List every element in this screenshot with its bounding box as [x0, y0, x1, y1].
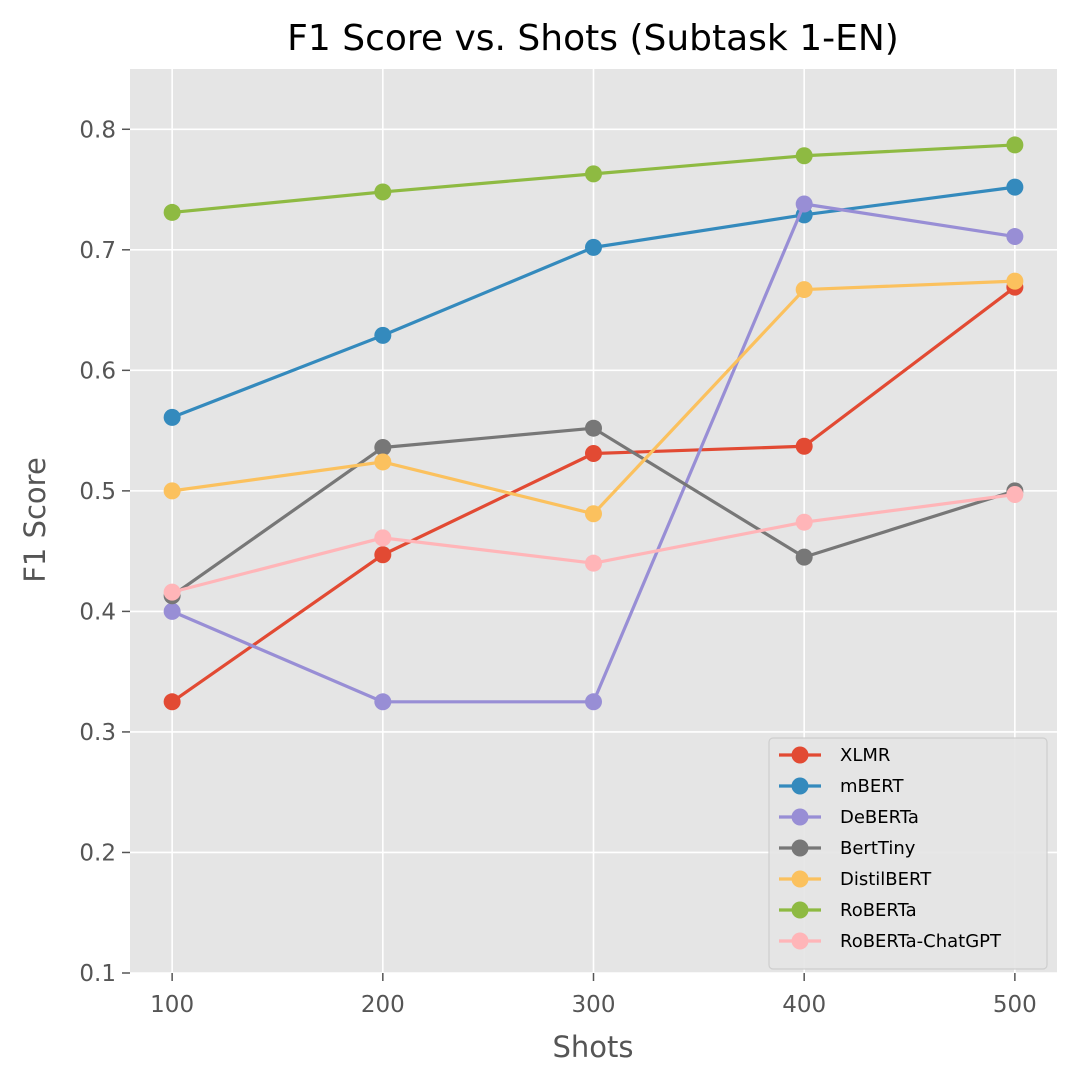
legend-label: RoBERTa-ChatGPT: [840, 931, 1002, 952]
x-tick-label: 500: [993, 992, 1037, 1018]
data-point: [795, 195, 813, 213]
legend-marker: [791, 777, 809, 795]
data-point: [163, 482, 181, 500]
data-point: [585, 445, 602, 463]
data-point: [374, 693, 392, 711]
legend-item: mBERT: [779, 776, 904, 797]
legend-item: XLMR: [779, 745, 890, 766]
chart-title: F1 Score vs. Shots (Subtask 1-EN): [287, 18, 899, 59]
data-point: [163, 583, 181, 601]
x-tick-label: 300: [572, 992, 616, 1018]
series-roberta-chatgpt: [163, 485, 1024, 601]
x-tick-label: 200: [361, 992, 405, 1018]
x-tick-label: 100: [150, 992, 194, 1018]
series-layer: [163, 136, 1024, 711]
data-point: [585, 238, 602, 256]
data-point: [795, 281, 813, 299]
data-point: [163, 602, 181, 620]
data-point: [163, 408, 181, 426]
legend-item: DeBERTa: [779, 807, 919, 828]
data-point: [374, 546, 392, 564]
y-tick-label: 0.4: [79, 599, 116, 625]
data-point: [374, 529, 392, 547]
axis-ticks: 0.1 0.2 0.3 0.4 0.5 0.6 0.7 0.8 100 200 300 400 500: [79, 117, 1036, 1018]
x-axis-label: Shots: [552, 1030, 633, 1064]
legend-item: BertTiny: [779, 838, 916, 859]
y-tick-label: 0.5: [79, 479, 116, 505]
legend-frame: [768, 737, 1048, 970]
data-point: [374, 453, 392, 471]
series-distilbert: [163, 272, 1024, 523]
legend-label: DistilBERT: [840, 869, 932, 890]
y-tick-label: 0.2: [79, 840, 116, 866]
legend-marker: [791, 932, 809, 950]
data-point: [585, 419, 602, 437]
legend-label: DeBERTa: [840, 807, 919, 828]
data-point: [163, 693, 181, 711]
data-point: [795, 513, 813, 531]
data-point: [585, 554, 602, 572]
legend-marker: [791, 808, 809, 826]
data-point: [585, 165, 602, 183]
data-point: [585, 505, 602, 523]
legend-item: RoBERTa-ChatGPT: [779, 931, 1002, 952]
legend-marker: [791, 746, 809, 764]
legend-marker: [791, 839, 809, 857]
data-point: [1006, 228, 1024, 246]
data-point: [1006, 136, 1024, 154]
data-point: [374, 326, 392, 344]
data-point: [1006, 272, 1024, 290]
data-point: [795, 147, 813, 165]
y-tick-label: 0.3: [79, 720, 116, 746]
data-point: [374, 438, 392, 456]
legend-marker: [791, 870, 809, 888]
data-point: [1006, 178, 1024, 196]
legend-label: BertTiny: [840, 838, 916, 859]
data-point: [1006, 485, 1024, 503]
legend: XLMR mBERT DeBERTa BertTiny DistilBERT RoBERT…: [768, 737, 1048, 970]
x-tick-label: 400: [782, 992, 826, 1018]
legend-label: mBERT: [840, 776, 904, 797]
data-point: [585, 693, 602, 711]
data-point: [163, 203, 181, 221]
series-xlmr: [163, 278, 1024, 711]
legend-label: RoBERTa: [840, 900, 917, 921]
legend-marker: [791, 901, 809, 919]
y-tick-label: 0.7: [79, 238, 116, 264]
legend-item: DistilBERT: [779, 869, 932, 890]
data-point: [795, 548, 813, 566]
legend-label: XLMR: [840, 745, 890, 766]
data-point: [795, 437, 813, 455]
data-point: [374, 183, 392, 201]
series-deberta: [163, 195, 1024, 711]
y-tick-label: 0.8: [79, 117, 116, 143]
series-roberta: [163, 136, 1024, 221]
y-tick-label: 0.6: [79, 358, 116, 384]
y-tick-label: 0.1: [79, 961, 116, 987]
y-axis-label: F1 Score: [18, 457, 52, 583]
legend-item: RoBERTa: [779, 900, 917, 921]
